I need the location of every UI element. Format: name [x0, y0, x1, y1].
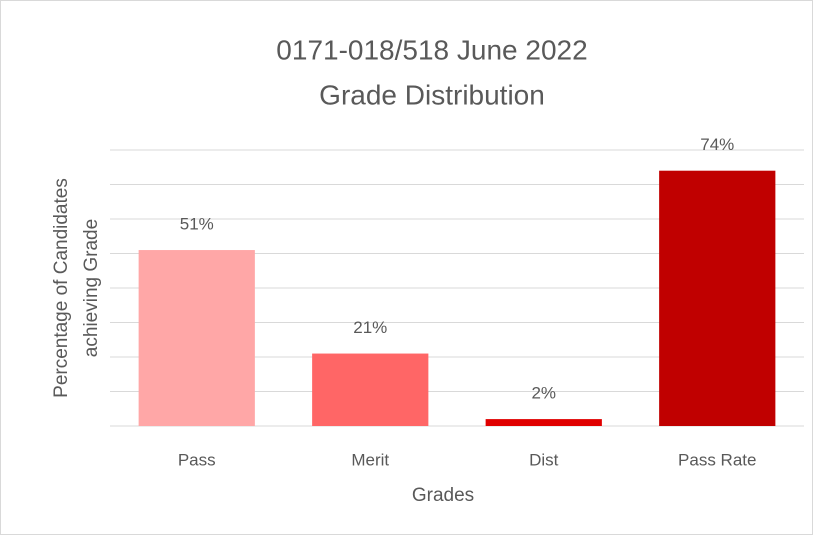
data-label: 51%	[180, 215, 214, 234]
data-label: 2%	[531, 384, 556, 403]
bar	[312, 353, 429, 426]
x-axis-label: Grades	[412, 485, 474, 506]
bar	[138, 250, 255, 426]
chart-title: 0171-018/518 June 2022	[276, 34, 587, 65]
x-tick-label: Pass	[178, 450, 216, 469]
x-tick-label: Merit	[351, 450, 389, 469]
x-tick-label: Dist	[529, 450, 559, 469]
bar	[659, 170, 776, 426]
bar	[485, 419, 602, 426]
data-label: 21%	[353, 318, 387, 337]
chart-title: Grade Distribution	[319, 79, 545, 110]
data-label: 74%	[700, 135, 734, 154]
x-tick-label: Pass Rate	[678, 450, 756, 469]
y-axis-label: achieving Grade	[81, 219, 102, 357]
y-axis-label: Percentage of Candidates	[51, 178, 72, 398]
